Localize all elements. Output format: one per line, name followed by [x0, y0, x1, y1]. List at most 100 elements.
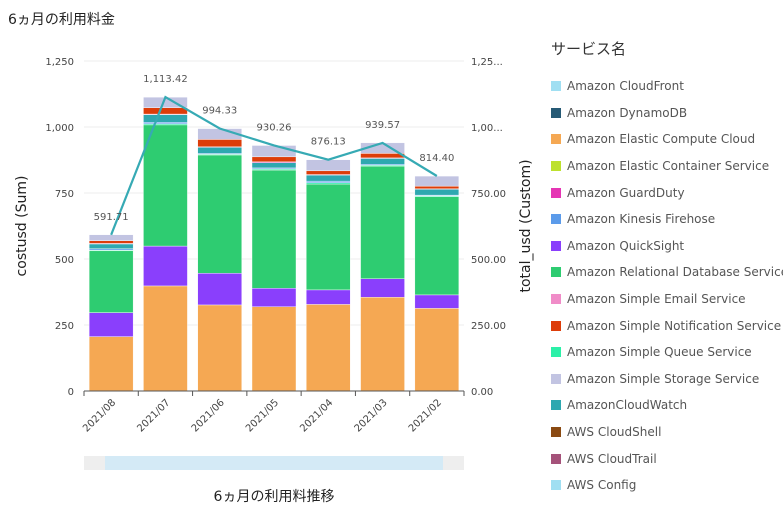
legend-label: Amazon Simple Email Service	[567, 292, 746, 307]
data-label: 994.33	[202, 105, 237, 116]
legend-swatch	[551, 347, 561, 358]
legend-item[interactable]: Amazon GuardDuty	[551, 179, 783, 206]
legend-label: Amazon Simple Queue Service	[567, 345, 752, 360]
bars	[88, 96, 460, 392]
legend-label: Amazon CloudFront	[567, 79, 684, 94]
x-tick-label: 2021/03	[353, 397, 390, 434]
y-tick-label: 0	[68, 387, 74, 398]
legend-item[interactable]: Amazon Elastic Container Service	[551, 153, 783, 180]
legend-swatch	[551, 161, 561, 172]
y2-tick-label: 0.00	[471, 387, 493, 398]
legend-label: Amazon Simple Storage Service	[567, 371, 760, 386]
bar-segment-amazon-elastic-compute-cloud	[88, 336, 134, 392]
x-tick-label: 2021/08	[81, 397, 118, 434]
legend-label: Amazon Elastic Compute Cloud	[567, 132, 756, 147]
legend-title: サービス名	[551, 40, 627, 58]
bar-segment-amazoncloudwatch	[251, 162, 297, 169]
bar-segment-amazon-relational-database-service	[414, 196, 460, 296]
legend-item[interactable]: Amazon Kinesis Firehose	[551, 206, 783, 233]
bar-segment-amazon-elastic-compute-cloud	[197, 304, 242, 392]
bar-segment-amazon-elastic-compute-cloud	[306, 304, 351, 392]
legend-swatch	[551, 480, 561, 491]
bar-segment-amazon-relational-database-service	[88, 250, 134, 313]
bar-segment-amazon-simple-notification-service	[197, 139, 242, 148]
legend-item[interactable]: Amazon Relational Database Service	[551, 259, 783, 286]
bar-segment-amazon-simple-notification-service	[360, 153, 405, 159]
data-label: 930.26	[257, 122, 292, 133]
legend-item[interactable]: AmazonCloudWatch	[551, 392, 783, 419]
legend-label: Amazon GuardDuty	[567, 185, 685, 200]
bar-segment-amazon-relational-database-service	[143, 124, 188, 247]
legend-item[interactable]: Amazon Simple Notification Service	[551, 312, 783, 339]
bar-segment-amazon-quicksight	[360, 278, 405, 298]
legend-label: Amazon Relational Database Service	[567, 265, 783, 280]
data-label: 814.40	[419, 153, 454, 164]
bar-segment-amazoncloudwatch	[306, 174, 351, 182]
legend-swatch	[551, 107, 561, 118]
legend-label: Amazon Elastic Container Service	[567, 159, 770, 174]
bar-segment-amazon-simple-notification-service	[143, 107, 188, 115]
data-label: 591.71	[94, 212, 129, 223]
x-tick-label: 2021/07	[135, 397, 172, 434]
bar-segment-amazon-simple-notification-service	[88, 240, 134, 244]
bar-segment-amazon-relational-database-service	[306, 183, 351, 291]
y2-tick-label: 1,00...	[471, 123, 503, 134]
legend-item[interactable]: Amazon DynamoDB	[551, 100, 783, 127]
y-tick-label: 1,000	[45, 123, 74, 134]
legend-label: Amazon DynamoDB	[567, 105, 688, 120]
legend-swatch	[551, 427, 561, 438]
y2-tick-label: 1,25...	[471, 57, 503, 68]
legend-item[interactable]: Amazon Simple Queue Service	[551, 339, 783, 366]
legend-item[interactable]: AWS Config	[551, 472, 783, 499]
bar-segment-amazoncloudwatch	[197, 147, 242, 154]
bar-segment-amazoncloudwatch	[88, 243, 134, 249]
y2-tick-label: 250.00	[471, 321, 506, 332]
legend-item[interactable]: Amazon Elastic Compute Cloud	[551, 126, 783, 153]
bar-segment-amazon-elastic-compute-cloud	[360, 297, 405, 392]
x-tick-label: 2021/02	[407, 397, 444, 434]
bar-segment-amazon-kinesis-firehose	[306, 180, 351, 183]
legend-label: AWS Config	[567, 478, 637, 493]
legend-swatch	[551, 453, 561, 464]
legend-item[interactable]: AWS CloudShell	[551, 419, 783, 446]
bar-segment-amazon-kinesis-firehose	[143, 122, 188, 125]
x-axis-title: 6ヵ月の利用料推移	[213, 489, 335, 505]
legend-swatch	[551, 400, 561, 411]
bar-segment-amazoncloudwatch	[143, 114, 188, 123]
range-scrollbar[interactable]	[84, 456, 464, 470]
bar-segment-amazon-simple-storage-service	[88, 234, 134, 241]
bar-segment-amazoncloudwatch	[360, 158, 405, 165]
bar-segment-amazon-quicksight	[251, 288, 297, 307]
bar-segment-amazon-elastic-compute-cloud	[414, 308, 460, 392]
bar-segment-amazon-simple-notification-service	[306, 170, 351, 175]
x-tick-label: 2021/04	[298, 397, 335, 434]
bar-segment-amazon-elastic-compute-cloud	[251, 306, 297, 392]
legend-item[interactable]: Amazon CloudFront	[551, 73, 783, 100]
y-tick-label: 1,250	[45, 57, 74, 68]
bar-segment-amazon-simple-storage-service	[251, 145, 297, 158]
legend: サービス名 Amazon CloudFront Amazon DynamoDB Am…	[551, 38, 783, 499]
legend-label: AWS CloudShell	[567, 425, 662, 440]
legend-swatch	[551, 187, 561, 198]
legend-item[interactable]: Amazon Simple Storage Service	[551, 366, 783, 393]
y-tick-label: 500	[55, 255, 74, 266]
combo-chart: 0 0.00 250 250.00 500 500.00 750 750.00 1,000 1,0…	[14, 57, 534, 434]
bar-segment-amazon-relational-database-service	[197, 154, 242, 274]
data-label: 939.57	[365, 120, 400, 131]
legend-swatch	[551, 134, 561, 145]
y2-axis-title: total_usd (Custom)	[518, 159, 534, 292]
legend-item[interactable]: Amazon Simple Email Service	[551, 286, 783, 313]
legend-label: AWS CloudTrail	[567, 451, 657, 466]
x-tick-label: 2021/06	[190, 397, 227, 434]
legend-item[interactable]: AWS CloudTrail	[551, 445, 783, 472]
legend-item[interactable]: Amazon QuickSight	[551, 233, 783, 260]
scrollbar-thumb[interactable]	[105, 456, 443, 470]
legend-swatch	[551, 240, 561, 251]
bar-segment-amazon-simple-notification-service	[251, 156, 297, 163]
legend-label: AmazonCloudWatch	[567, 398, 688, 413]
legend-swatch	[551, 294, 561, 305]
y-tick-label: 750	[55, 189, 74, 200]
bar-segment-amazon-relational-database-service	[360, 165, 405, 280]
y-tick-label: 250	[55, 321, 74, 332]
bar-segment-amazon-simple-notification-service	[414, 185, 460, 189]
